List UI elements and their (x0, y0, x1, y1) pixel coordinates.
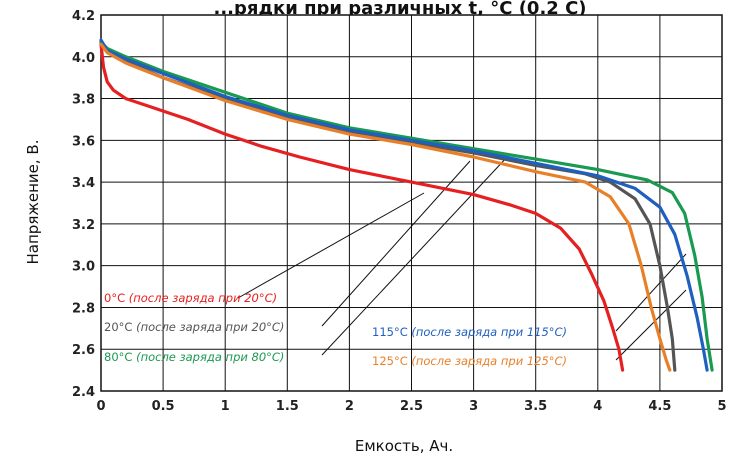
y-tick-label: 3.0 (72, 260, 95, 275)
x-tick-label: 4.5 (648, 399, 671, 414)
legend-entry-4: 125°C (после заряда при 125°C) (372, 354, 567, 368)
y-tick-label: 3.6 (72, 134, 95, 149)
series-line-3 (99, 38, 709, 372)
legend-entry-3: 115°C (после заряда при 115°C) (372, 325, 567, 339)
y-tick-label: 3.4 (72, 176, 95, 191)
y-tick-label: 2.8 (72, 301, 95, 316)
series-lines (99, 38, 714, 372)
legend-leader-line (615, 253, 687, 332)
x-tick-label: 2 (345, 399, 354, 414)
legend-entry-condition: (после заряда при 20°C) (129, 291, 277, 305)
legend-entry-2: 80°C (после заряда при 80°C) (104, 350, 284, 364)
x-tick-label: 1 (221, 399, 230, 414)
y-tick-label: 3.2 (72, 218, 95, 233)
legend: 0°C (после заряда при 20°C)20°C (после з… (104, 291, 567, 368)
x-tick-label: 3 (469, 399, 478, 414)
series-line-4 (99, 42, 672, 372)
legend-entry-temp: 80°C (104, 350, 136, 364)
legend-entry-condition: (после заряда при 125°C) (411, 354, 567, 368)
x-tick-label: 1.5 (276, 399, 299, 414)
y-tick-label: 2.4 (72, 385, 95, 400)
y-tick-label: 2.6 (72, 343, 95, 358)
legend-leader-line (237, 192, 425, 299)
legend-entry-1: 20°C (после заряда при 20°C) (104, 320, 284, 334)
x-tick-label: 0.5 (152, 399, 175, 414)
x-axis-ticks: 0 0.5 1 1.5 2 2.5 3 3.5 4 4.5 5 (96, 399, 726, 414)
y-axis-label: Напряжение, В. (24, 140, 42, 265)
y-tick-label: 3.8 (72, 93, 95, 108)
series-line-0 (99, 42, 625, 372)
legend-entry-temp: 0°C (104, 291, 129, 305)
x-tick-label: 3.5 (524, 399, 547, 414)
y-tick-label: 4.2 (72, 9, 95, 24)
legend-entry-temp: 20°C (104, 320, 136, 334)
legend-entry-condition: (после заряда при 80°C) (136, 350, 284, 364)
legend-leader-line (615, 289, 687, 361)
legend-entry-0: 0°C (после заряда при 20°C) (104, 291, 277, 305)
x-tick-label: 0 (96, 399, 105, 414)
legend-entry-condition: (после заряда при 20°C) (136, 320, 284, 334)
y-axis-ticks: 2.4 2.6 2.8 3.0 3.2 3.4 3.6 3.8 4.0 4.2 (72, 9, 95, 400)
legend-entry-temp: 115°C (372, 325, 411, 339)
x-tick-label: 2.5 (400, 399, 423, 414)
legend-leader-line (321, 155, 509, 356)
x-tick-label: 5 (717, 399, 726, 414)
series-line-2 (99, 40, 714, 372)
legend-entry-condition: (после заряда при 115°C) (411, 325, 567, 339)
legend-entry-temp: 125°C (372, 354, 411, 368)
x-tick-label: 4 (593, 399, 602, 414)
y-tick-label: 4.0 (72, 51, 95, 66)
x-axis-label: Емкость, Ач. (355, 437, 453, 455)
